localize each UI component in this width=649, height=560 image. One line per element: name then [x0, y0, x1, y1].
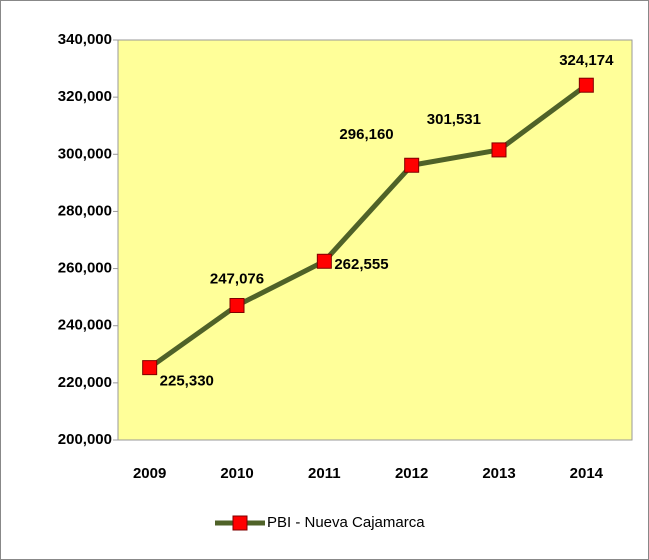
y-tick-label: 260,000	[58, 260, 112, 277]
series-line	[148, 83, 588, 370]
marker	[142, 360, 158, 376]
y-tick-label: 320,000	[58, 88, 112, 105]
y-tick-label: 280,000	[58, 202, 112, 219]
data-label: 262,555	[334, 256, 388, 273]
x-tick-label: 2010	[220, 465, 253, 482]
y-tick-label: 340,000	[58, 31, 112, 48]
marker	[491, 142, 507, 158]
plot-area	[117, 39, 633, 441]
y-tick-label: 300,000	[58, 145, 112, 162]
y-tick-label: 240,000	[58, 317, 112, 334]
marker	[229, 297, 245, 313]
data-label: 324,174	[559, 52, 614, 69]
x-tick-label: 2011	[308, 465, 341, 482]
x-tick-label: 2012	[395, 465, 428, 482]
x-tick-label: 2009	[133, 465, 166, 482]
y-tick-label: 200,000	[58, 431, 112, 448]
data-label: 225,330	[160, 373, 214, 390]
legend-label: PBI - Nueva Cajamarca	[267, 514, 425, 531]
y-tick-label: 220,000	[58, 374, 112, 391]
marker	[578, 77, 594, 93]
marker	[404, 157, 420, 173]
x-tick-label: 2013	[482, 465, 515, 482]
data-label: 301,531	[427, 111, 481, 128]
data-label: 296,160	[339, 126, 393, 143]
legend-marker	[232, 515, 248, 531]
marker	[316, 253, 332, 269]
x-tick-label: 2014	[570, 465, 604, 482]
data-label: 247,076	[210, 270, 264, 287]
